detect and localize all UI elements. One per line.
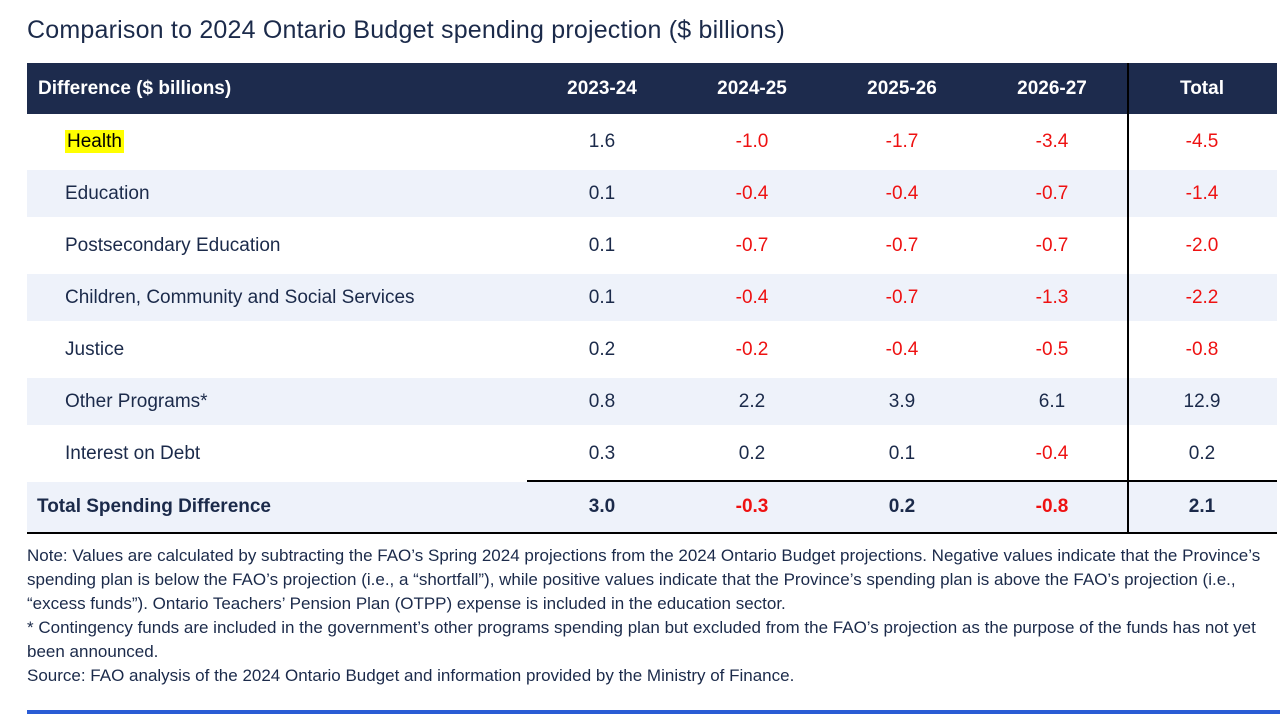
value-cell: 0.2 — [738, 442, 766, 464]
value-cell: 6.1 — [1038, 390, 1066, 412]
total-value-cell: -0.3 — [735, 496, 769, 517]
column-header-total: Total — [1180, 77, 1224, 99]
value-cell: 0.1 — [888, 442, 916, 464]
value-cell: 0.1 — [588, 286, 616, 308]
table-body: Health 1.6 -1.0 -1.7 -3.4 -4.5 Education 0.1 -0.… — [27, 118, 1277, 477]
table-row: Education 0.1 -0.4 -0.4 -0.7 -1.4 — [27, 170, 1277, 217]
value-cell: 0.8 — [588, 390, 616, 412]
bottom-rule — [27, 710, 1280, 714]
value-cell: 0.2 — [588, 338, 616, 360]
table-row: Children, Community and Social Services 0… — [27, 274, 1277, 321]
value-cell: -1.0 — [735, 130, 769, 152]
value-cell: -4.5 — [1185, 130, 1219, 152]
row-label: Postsecondary Education — [65, 234, 281, 256]
value-cell: -0.4 — [1035, 442, 1069, 464]
column-header-2026-27: 2026-27 — [1017, 77, 1087, 99]
source-text: Source: FAO analysis of the 2024 Ontario… — [27, 666, 795, 685]
total-value-cell: 0.2 — [888, 496, 916, 517]
value-cell: -2.0 — [1185, 234, 1219, 256]
row-label: Justice — [65, 338, 125, 360]
value-cell: -0.5 — [1035, 338, 1069, 360]
column-header-difference: Difference ($ billions) — [38, 77, 232, 99]
row-label: Education — [65, 182, 150, 204]
row-label: Other Programs* — [65, 390, 208, 412]
row-label: Children, Community and Social Services — [65, 286, 415, 308]
total-value-cell: -0.8 — [1035, 496, 1069, 517]
column-header-2025-26: 2025-26 — [867, 77, 937, 99]
total-row-label: Total Spending Difference — [37, 496, 272, 517]
value-cell: -0.7 — [1035, 234, 1069, 256]
value-cell: -0.7 — [885, 234, 919, 256]
value-cell: -1.3 — [1035, 286, 1069, 308]
value-cell: 3.9 — [888, 390, 916, 412]
value-cell: 0.3 — [588, 442, 616, 464]
note-text: Note: Values are calculated by subtracti… — [27, 546, 1261, 613]
value-cell: -2.2 — [1185, 286, 1219, 308]
table-row: Justice 0.2 -0.2 -0.4 -0.5 -0.8 — [27, 326, 1277, 373]
value-cell: -0.8 — [1185, 338, 1219, 360]
value-cell: 1.6 — [588, 130, 616, 152]
contingency-note-text: * Contingency funds are included in the … — [27, 618, 1256, 661]
table-row: Other Programs* 0.8 2.2 3.9 6.1 12.9 — [27, 378, 1277, 425]
value-cell: -0.2 — [735, 338, 769, 360]
value-cell: -0.4 — [885, 182, 919, 204]
table-row: Postsecondary Education 0.1 -0.7 -0.7 -0.7 -2… — [27, 222, 1277, 269]
value-cell: 12.9 — [1183, 390, 1221, 412]
value-cell: -1.4 — [1185, 182, 1219, 204]
table-header-row: Difference ($ billions) 2023-24 2024-25 … — [27, 63, 1277, 114]
value-cell: -0.4 — [735, 286, 769, 308]
value-cell: -0.7 — [735, 234, 769, 256]
row-label: Health — [27, 129, 527, 153]
value-cell: -1.7 — [885, 130, 919, 152]
spending-comparison-table: Difference ($ billions) 2023-24 2024-25 … — [27, 63, 1277, 534]
search-highlight: Health — [65, 129, 124, 153]
table-row: Health 1.6 -1.0 -1.7 -3.4 -4.5 — [27, 118, 1277, 165]
column-header-2024-25: 2024-25 — [717, 77, 787, 99]
total-value-cell: 3.0 — [588, 496, 616, 517]
value-cell: 0.1 — [588, 234, 616, 256]
total-value-cell: 2.1 — [1188, 496, 1216, 517]
value-cell: -0.4 — [735, 182, 769, 204]
value-cell: 0.2 — [1188, 442, 1216, 464]
value-cell: -0.7 — [885, 286, 919, 308]
value-cell: -3.4 — [1035, 130, 1069, 152]
page-title: Comparison to 2024 Ontario Budget spendi… — [27, 16, 786, 44]
table-row: Interest on Debt 0.3 0.2 0.1 -0.4 0.2 — [27, 430, 1277, 477]
table-total-row: Total Spending Difference 3.0 -0.3 0.2 -0.8… — [27, 480, 1277, 534]
total-column-divider — [1127, 63, 1129, 534]
value-cell: -0.4 — [885, 338, 919, 360]
column-header-2023-24: 2023-24 — [567, 77, 637, 99]
value-cell: 0.1 — [588, 182, 616, 204]
value-cell: -0.7 — [1035, 182, 1069, 204]
footnotes: Note: Values are calculated by subtracti… — [27, 544, 1280, 688]
value-cell: 2.2 — [738, 390, 766, 412]
row-label: Interest on Debt — [65, 442, 201, 464]
